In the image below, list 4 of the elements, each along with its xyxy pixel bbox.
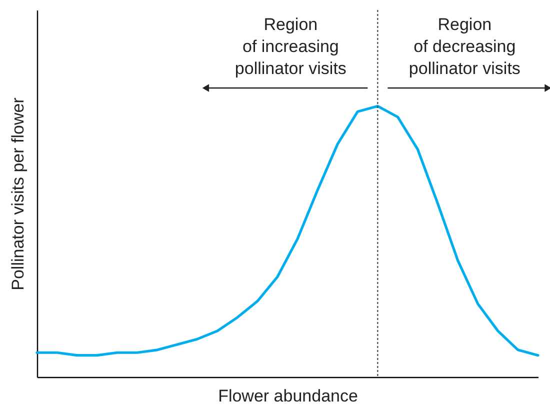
text: Region of decreasing pollinator visits xyxy=(408,15,520,78)
text: Region of increasing pollinator visits xyxy=(234,15,346,78)
x-axis-title: Flower abundance xyxy=(218,386,358,406)
y-axis-title: Pollinator visits per flower xyxy=(8,97,28,290)
